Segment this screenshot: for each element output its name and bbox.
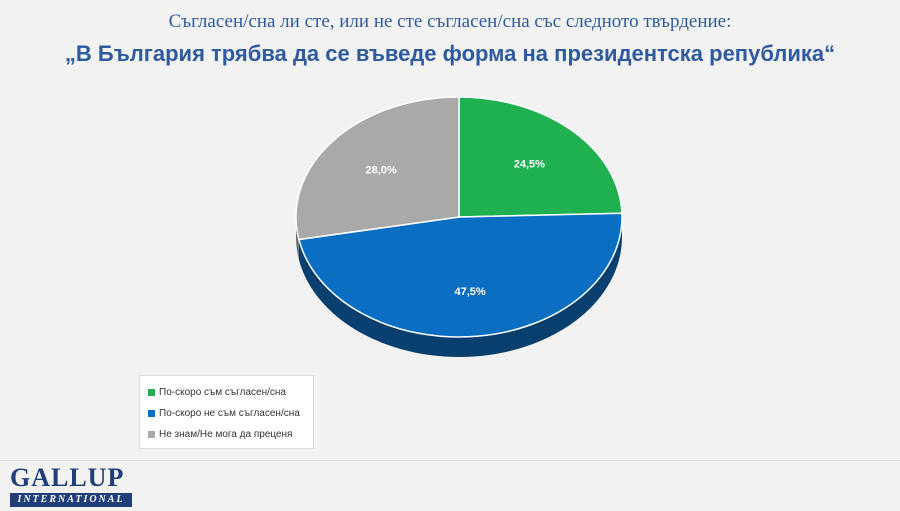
footer-divider: [0, 460, 900, 461]
data-label-agree: 24,5%: [514, 159, 545, 171]
data-label-disagree: 47,5%: [454, 286, 485, 298]
data-label-dont-know: 28,0%: [366, 165, 397, 177]
legend-swatch-dont-know: [148, 431, 155, 438]
pie-side-dont-know: [296, 217, 299, 260]
legend-item-agree: По-скоро съм съгласен/сна: [148, 382, 313, 403]
legend-label-disagree: По-скоро не съм съгласен/сна: [159, 408, 300, 419]
legend-label-agree: По-скоро съм съгласен/сна: [159, 387, 286, 398]
legend-label-dont-know: Не знам/Не мога да преценя: [159, 429, 293, 440]
chart-subtitle: Съгласен/сна ли сте, или не сте съгласен…: [168, 11, 732, 32]
legend-item-dont-know: Не знам/Не мога да преценя: [148, 424, 313, 445]
chart-title: „В България трябва да се въведе форма на…: [64, 41, 836, 66]
gallup-logo: GALLUP INTERNATIONAL: [10, 465, 140, 511]
legend: По-скоро съм съгласен/сна По-скоро не съ…: [139, 375, 314, 449]
legend-swatch-agree: [148, 389, 155, 396]
logo-subline: INTERNATIONAL: [10, 493, 132, 507]
pie-slice-disagree: [297, 212, 623, 338]
legend-item-disagree: По-скоро не съм съгласен/сна: [148, 403, 313, 424]
logo-wordmark: GALLUP: [10, 463, 125, 492]
legend-swatch-disagree: [148, 410, 155, 417]
pie-slice-dont-know: [295, 96, 460, 241]
pie-slice-agree: [458, 96, 623, 218]
chart-title-block: Съгласен/сна ли сте, или не сте съгласен…: [0, 8, 900, 68]
